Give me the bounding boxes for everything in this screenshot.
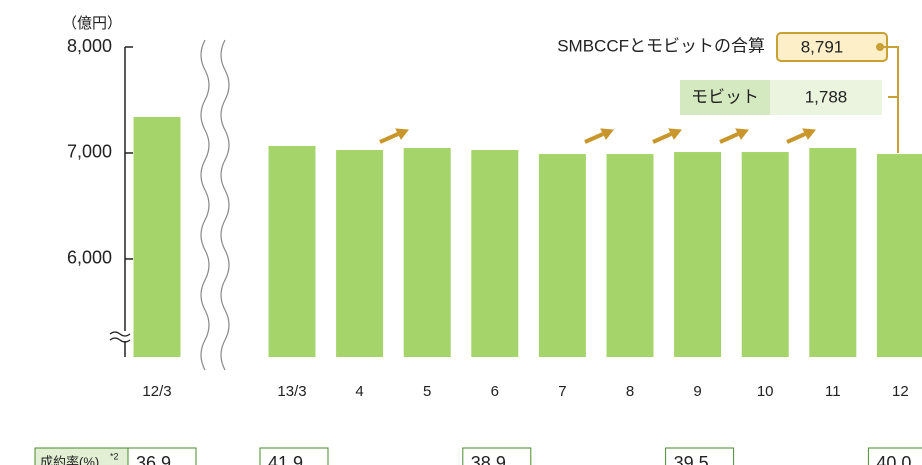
rate-value: 39.5 xyxy=(674,453,709,465)
x-tick-label: 11 xyxy=(825,383,841,400)
mobit-value: 1,788 xyxy=(805,87,848,106)
trend-arrows xyxy=(379,128,816,144)
bar xyxy=(336,150,384,357)
x-tick-label: 10 xyxy=(757,383,774,400)
rate-box xyxy=(127,447,197,465)
rate-box xyxy=(259,447,329,465)
bar xyxy=(741,152,789,357)
bar xyxy=(809,148,857,357)
mobit-label-box xyxy=(680,80,770,115)
bar xyxy=(606,154,654,357)
bar xyxy=(674,152,722,357)
x-tick-label: 7 xyxy=(558,383,566,400)
mobit-value-box xyxy=(770,80,882,115)
y-tick-label: 7,000 xyxy=(67,142,112,162)
y-tick-label: 8,000 xyxy=(67,36,112,56)
rate-value: 38.9 xyxy=(471,453,506,465)
unit-label: （億円） xyxy=(62,15,122,32)
rate-box xyxy=(867,447,922,465)
rate-box xyxy=(665,447,735,465)
annotation-text: SMBCCFとモビットの合算 xyxy=(557,36,765,55)
rate-value: 40.0 xyxy=(876,453,911,465)
rate-value: 36.9 xyxy=(136,453,171,465)
break-line xyxy=(220,39,230,371)
bar xyxy=(133,116,181,357)
x-tick-label: 8 xyxy=(626,383,634,400)
connector xyxy=(880,46,899,153)
y-break xyxy=(109,331,131,343)
x-tick-label: 4 xyxy=(355,383,363,400)
x-tick-label: 13/3 xyxy=(277,383,306,400)
bar xyxy=(471,150,519,357)
y-tick-label: 6,000 xyxy=(67,248,112,268)
break-line xyxy=(200,39,210,371)
bar xyxy=(403,148,451,357)
x-tick-label: 12 xyxy=(892,383,909,400)
break-fill xyxy=(201,40,229,370)
bar xyxy=(538,154,586,357)
x-tick-label: 12/3 xyxy=(142,383,171,400)
sum-value: 8,791 xyxy=(801,37,844,56)
rate-note: *2 xyxy=(110,451,119,461)
x-tick-label: 6 xyxy=(491,383,499,400)
x-tick-label: 5 xyxy=(423,383,431,400)
y-break-fill xyxy=(110,331,132,341)
rate-value: 41.9 xyxy=(268,453,303,465)
x-tick-label: 9 xyxy=(693,383,701,400)
rate-box xyxy=(462,447,532,465)
bar xyxy=(876,154,922,357)
annotation-text: モビット xyxy=(691,87,759,106)
rate-label: 成約率(%) xyxy=(40,454,99,465)
bar xyxy=(268,145,316,357)
